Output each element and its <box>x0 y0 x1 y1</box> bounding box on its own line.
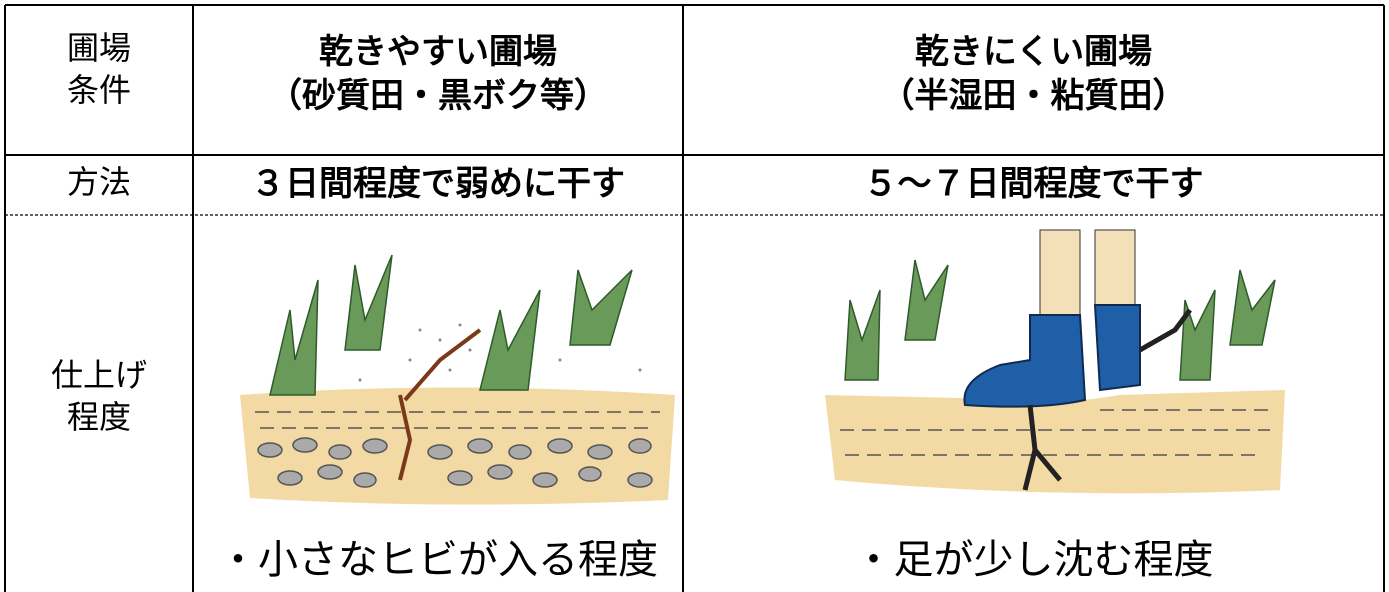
label-line: 条件 <box>66 70 131 109</box>
row-label: 方法 <box>5 162 193 204</box>
illustration-dry-field <box>200 222 676 522</box>
column-header: 乾きにくい圃場 （半湿田・粘質田） <box>683 30 1384 118</box>
column-title: 乾きやすい圃場 <box>319 32 557 72</box>
header-label: 圃場 条件 <box>5 28 193 111</box>
finish-cell: ・小さなヒビが入る程度 <box>218 537 658 583</box>
finish-cell: ・足が少し沈む程度 <box>853 537 1214 583</box>
label-line: 圃場 <box>66 29 131 67</box>
row-label: 仕上げ 程度 <box>5 355 193 438</box>
column-header: 乾きやすい圃場 （砂質田・黒ボク等） <box>193 30 683 118</box>
column-title: 乾きにくい圃場 <box>914 32 1153 72</box>
label-line: 方法 <box>66 163 131 201</box>
column-subtitle: （砂質田・黒ボク等） <box>268 76 608 117</box>
method-cell: ５～７日間程度で干す <box>863 164 1204 204</box>
label-line: 仕上げ <box>50 356 147 394</box>
table-lines <box>4 4 1385 592</box>
illustration-wet-field <box>800 222 1300 522</box>
label-line: 程度 <box>66 397 131 436</box>
column-subtitle: （半湿田・粘質田） <box>880 76 1187 117</box>
method-cell: ３日間程度で弱めに干す <box>251 164 625 204</box>
